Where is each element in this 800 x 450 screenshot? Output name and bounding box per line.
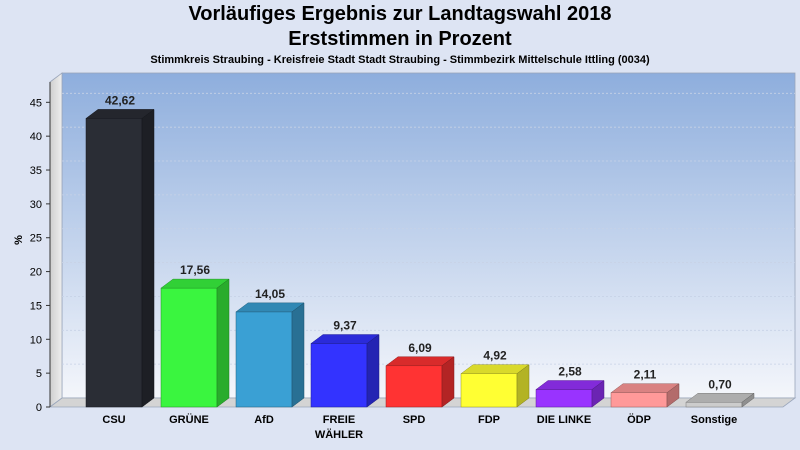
y-tick-label: 45 (30, 97, 42, 109)
y-tick-label: 10 (30, 334, 42, 346)
bar-front (685, 402, 743, 408)
y-axis: 0 5 10 15 20 25 30 35 40 45 (30, 82, 51, 414)
x-tick-label: ÖDP (627, 413, 651, 426)
data-label: 2,11 (634, 368, 657, 382)
data-label: 42,62 (105, 93, 135, 107)
y-tick-label: 40 (30, 131, 42, 143)
bar-front (310, 343, 368, 408)
y-tick-label: 5 (36, 368, 42, 380)
data-label: 4,92 (483, 349, 507, 363)
chart-title: Vorläufiges Ergebnis zur Landtagswahl 20… (188, 3, 612, 25)
x-tick-label: SPD (403, 414, 426, 426)
y-tick-label: 15 (30, 300, 42, 312)
y-tick-label: 25 (30, 233, 42, 245)
x-tick-label: Sonstige (691, 414, 737, 426)
chart-subtitle: Stimmkreis Straubing - Kreisfreie Stadt … (150, 54, 650, 66)
y-tick-label: 35 (30, 165, 42, 177)
bar-side (291, 302, 305, 408)
y-tick-label: 0 (36, 402, 42, 414)
x-tick-label: CSU (102, 414, 125, 426)
bar-side (366, 334, 380, 408)
bar-side (516, 364, 530, 408)
data-label: 17,56 (180, 263, 210, 277)
y-tick-label: 30 (30, 199, 42, 211)
bars: 42,62 17,56 14,05 9,37 6,09 4,92 2,58 2,11 0,70 (85, 93, 755, 408)
x-tick-label: DIE LINKE (537, 414, 591, 426)
x-tick-label: AfD (254, 414, 274, 426)
bar-front (85, 118, 143, 408)
bar-front (385, 365, 443, 408)
bar-afd (235, 302, 305, 408)
bar-side (216, 278, 230, 408)
x-tick-label: GRÜNE (169, 413, 209, 426)
bar-spd (385, 356, 455, 408)
bar-side (666, 383, 680, 408)
y-axis-label: % (13, 235, 25, 245)
bar-side (141, 108, 155, 408)
x-tick-label: FDP (478, 414, 500, 426)
bar-die-linke (535, 380, 605, 408)
y-tick-label: 20 (30, 267, 42, 279)
bar-front (460, 373, 518, 408)
bar-fdp (460, 364, 530, 408)
bar-sonstige (685, 392, 755, 408)
bar-front (235, 311, 293, 408)
chart-subtitle-line: Erststimmen in Prozent (288, 28, 512, 50)
data-label: 0,70 (708, 377, 732, 391)
data-label: 14,05 (255, 287, 285, 301)
data-label: 9,37 (333, 319, 357, 333)
data-label: 6,09 (408, 341, 432, 355)
bar-csu (85, 108, 155, 408)
bar-grüne (160, 278, 230, 408)
bar-side (591, 380, 605, 408)
x-tick-label: FREIE WÄHLER (315, 414, 363, 441)
bar-ödp (610, 383, 680, 408)
bar-front (160, 287, 218, 408)
bar-side (441, 356, 455, 408)
bar-front (610, 392, 668, 408)
x-axis-labels: CSU GRÜNE AfD FREIE WÄHLER SPD FDP DIE LINKE ÖDP… (102, 413, 737, 441)
bar-front (535, 389, 593, 408)
bar-freie-wähler (310, 334, 380, 408)
bar-side (741, 392, 755, 408)
data-label: 2,58 (558, 365, 582, 379)
